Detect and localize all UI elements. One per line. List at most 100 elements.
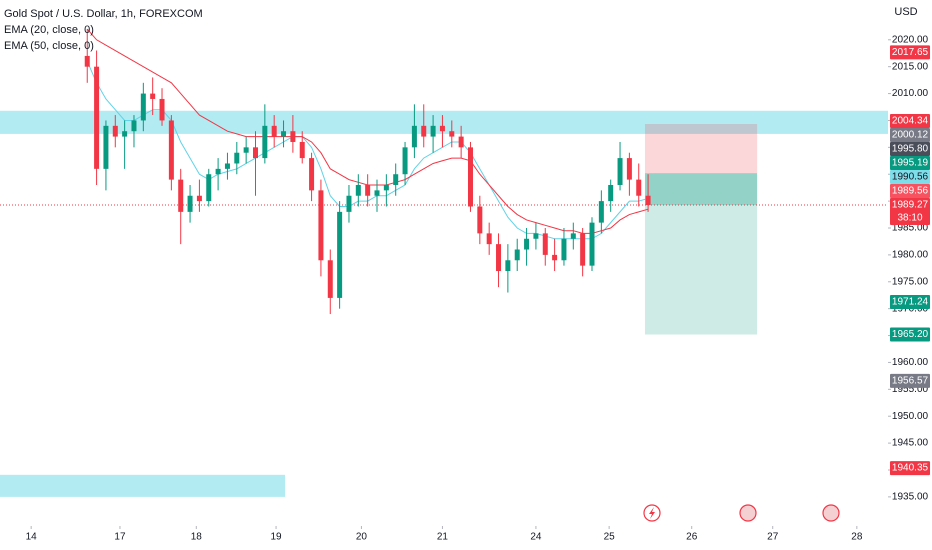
candle-body (122, 131, 128, 137)
stop-zone (644, 124, 758, 174)
candle-body (383, 184, 389, 191)
candle-body (598, 201, 604, 223)
price-badge-label: 1956.57 (892, 376, 929, 387)
price-badge (890, 327, 930, 342)
price-badge (890, 156, 930, 171)
y-tick-label: 1950.00 (892, 411, 929, 422)
candle-body (524, 238, 530, 250)
candle-body (234, 152, 240, 164)
candle-body (421, 125, 427, 137)
candle-body (645, 195, 651, 206)
candle-body (355, 184, 361, 196)
x-tick-label: 21 (437, 532, 449, 543)
candle-body (224, 163, 230, 169)
candle-body (196, 195, 202, 202)
candle-body (552, 254, 558, 261)
price-badge-label: 1995.19 (892, 158, 929, 169)
candle-body (467, 147, 473, 207)
candle-body (281, 131, 287, 137)
price-axis (888, 0, 932, 550)
candle-body (94, 66, 100, 169)
candle-body (636, 179, 642, 196)
price-badge-label: 1995.80 (892, 144, 929, 155)
candle-body (561, 238, 567, 261)
price-badge-label: 1989.27 (892, 200, 929, 211)
candle-body (505, 260, 511, 272)
candle-body (496, 244, 502, 272)
candle-body (84, 55, 90, 67)
candle-body (290, 131, 296, 142)
x-tick-label: 17 (114, 532, 126, 543)
price-badge-label: 1940.35 (892, 463, 929, 474)
price-badge (890, 294, 930, 309)
x-tick-label: 25 (604, 532, 616, 543)
y-tick-label: 1975.00 (892, 276, 929, 287)
event-icons (643, 504, 840, 522)
candle-body (206, 174, 212, 202)
y-tick-label: 1935.00 (892, 492, 929, 503)
candle-body (271, 125, 277, 137)
countdown: 38:10 (897, 213, 922, 224)
x-tick-label: 20 (356, 532, 368, 543)
candle-body (159, 98, 165, 121)
y-tick-label: 1945.00 (892, 438, 929, 449)
price-badge-label: 1990.56 (892, 172, 929, 183)
legend-entry: EMA (20, close, 0) (4, 24, 94, 36)
x-tick-label: 26 (686, 532, 698, 543)
candle-body (215, 168, 221, 175)
candle-body (570, 233, 576, 239)
x-tick-label: 14 (26, 532, 38, 543)
y-tick-label: 2015.00 (892, 61, 929, 72)
price-badge-label: 2017.65 (892, 47, 929, 58)
candle-body (309, 158, 315, 191)
y-tick-label: 1960.00 (892, 357, 929, 368)
x-tick-label: 28 (851, 532, 863, 543)
price-badge (890, 45, 930, 60)
candle-body (178, 179, 184, 212)
chart-title: Gold Spot / U.S. Dollar, 1h, FOREXCOM (4, 8, 203, 20)
price-badge (890, 184, 930, 199)
candle-body (477, 206, 483, 234)
price-badge-label: 1965.20 (892, 329, 929, 340)
price-badge-label: 2004.34 (892, 116, 929, 127)
price-badge-label: 1971.24 (892, 297, 929, 308)
candle-body (327, 260, 333, 298)
price-badge (890, 128, 930, 143)
open-profit (644, 173, 758, 206)
candle-body (402, 147, 408, 175)
x-tick-label: 19 (270, 532, 282, 543)
candle-body (430, 125, 436, 137)
y-tick-label: 1955.00 (892, 384, 929, 395)
candle-body (252, 147, 258, 159)
price-badge (890, 373, 930, 388)
candle-body (140, 93, 146, 121)
candle-body (187, 195, 193, 212)
target-zone (644, 173, 758, 335)
candle-body (374, 190, 380, 196)
plot-area (0, 28, 888, 497)
candle-body (514, 249, 520, 261)
candle-body (411, 125, 417, 148)
candle-body (458, 136, 464, 148)
price-badge (890, 114, 930, 129)
price-badge (890, 142, 930, 157)
candle-body (617, 158, 623, 185)
price-badge-label: 1989.56 (892, 186, 929, 197)
price-badge (890, 198, 930, 226)
candle-body (580, 233, 586, 266)
candle-body (626, 158, 632, 180)
candle-body (150, 93, 156, 99)
axes: 1935.001940.001945.001950.001955.001960.… (26, 34, 930, 543)
candle-body (486, 233, 492, 245)
candle-body (346, 195, 352, 212)
candle-body (262, 125, 268, 159)
candle-body (589, 222, 595, 266)
currency-label: USD (894, 6, 917, 18)
x-tick-label: 24 (530, 532, 542, 543)
candle-body (168, 120, 174, 180)
x-tick-label: 27 (767, 532, 779, 543)
candle-body (337, 211, 343, 298)
y-tick-label: 1985.00 (892, 223, 929, 234)
zone (0, 474, 286, 497)
candle-body (608, 184, 614, 202)
